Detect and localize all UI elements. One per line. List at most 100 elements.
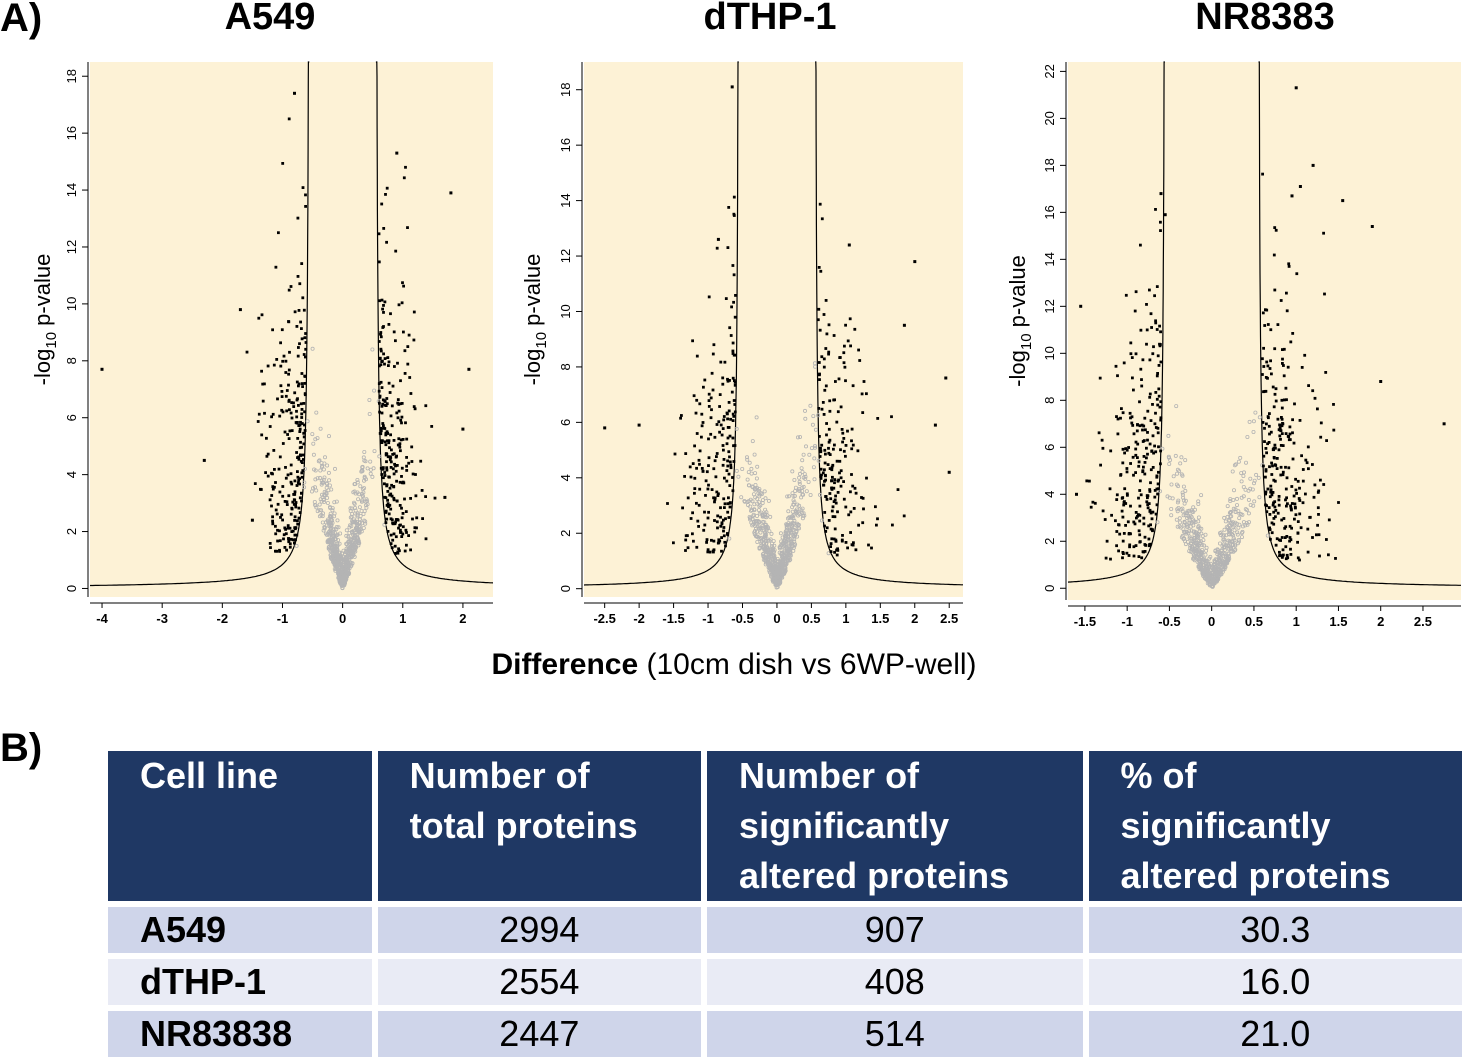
significant-point xyxy=(831,475,834,479)
nonsignificant-point xyxy=(1222,527,1227,532)
significant-point xyxy=(829,542,833,545)
significant-point xyxy=(719,515,722,519)
significant-point xyxy=(413,526,417,530)
significant-point xyxy=(1261,357,1264,361)
significant-point xyxy=(1285,553,1289,557)
nonsignificant-point xyxy=(788,553,793,558)
x-tick-label: 1 xyxy=(842,611,849,626)
significant-point xyxy=(380,202,384,206)
cell-total: 2994 xyxy=(377,907,702,953)
nonsignificant-point xyxy=(331,555,336,560)
nonsignificant-point xyxy=(1251,503,1256,508)
nonsignificant-point xyxy=(1183,498,1188,503)
nonsignificant-point xyxy=(322,475,327,480)
significant-point xyxy=(1146,503,1150,506)
significant-point xyxy=(728,455,731,459)
nonsignificant-point xyxy=(1183,488,1188,493)
significant-point xyxy=(1103,518,1107,521)
significant-point xyxy=(718,393,722,396)
significant-point xyxy=(719,360,723,364)
x-tick-label: 2.5 xyxy=(940,611,958,626)
significant-point xyxy=(1151,528,1154,531)
significant-point xyxy=(820,355,824,359)
significant-point xyxy=(256,420,260,423)
nonsignificant-point xyxy=(755,514,760,519)
significant-point xyxy=(695,398,699,402)
table-header-row: Cell line Number of total proteins Numbe… xyxy=(108,751,1462,901)
nonsignificant-point xyxy=(334,527,339,532)
nonsignificant-point xyxy=(1167,461,1172,466)
significant-point xyxy=(271,522,275,526)
nonsignificant-point xyxy=(326,470,331,475)
significant-point xyxy=(395,454,398,458)
significant-point xyxy=(270,494,274,497)
significant-point xyxy=(386,490,390,493)
significant-point xyxy=(1157,487,1160,491)
nonsignificant-point xyxy=(801,513,806,518)
significant-point xyxy=(1274,446,1277,450)
significant-point xyxy=(1141,428,1144,432)
significant-point xyxy=(386,356,390,359)
significant-point xyxy=(861,521,865,525)
significant-point xyxy=(1273,392,1277,396)
significant-point xyxy=(290,530,294,533)
nonsignificant-point xyxy=(337,541,342,546)
significant-point xyxy=(398,549,401,553)
significant-point xyxy=(1159,192,1163,196)
nonsignificant-point xyxy=(358,484,363,489)
significant-point xyxy=(393,522,397,526)
significant-point xyxy=(1273,456,1276,460)
significant-point xyxy=(1148,543,1151,546)
significant-point xyxy=(1268,432,1271,436)
nonsignificant-point xyxy=(766,565,771,570)
significant-point xyxy=(379,332,382,336)
significant-point xyxy=(385,483,389,487)
nonsignificant-point xyxy=(361,478,366,483)
nonsignificant-point xyxy=(363,519,368,524)
nonsignificant-point xyxy=(758,530,763,535)
nonsignificant-point xyxy=(1235,496,1240,501)
significant-point xyxy=(379,432,383,436)
significant-point xyxy=(245,350,249,354)
y-tick-label: 12 xyxy=(1042,299,1057,313)
significant-point xyxy=(260,313,264,317)
significant-point xyxy=(844,379,847,383)
significant-point xyxy=(387,512,391,516)
x-tick-label: 2 xyxy=(459,611,466,626)
significant-point xyxy=(260,433,264,437)
nonsignificant-point xyxy=(1204,545,1209,550)
significant-point xyxy=(300,475,304,479)
significant-point xyxy=(832,500,836,503)
significant-point xyxy=(853,486,857,490)
significant-point xyxy=(714,475,718,479)
nonsignificant-point xyxy=(1183,542,1188,547)
significant-point xyxy=(731,376,735,380)
nonsignificant-point xyxy=(363,521,368,526)
significant-point xyxy=(1286,434,1290,438)
significant-point xyxy=(297,309,301,312)
significant-point xyxy=(389,517,393,521)
y-tick-label: 10 xyxy=(1042,346,1057,360)
significant-point xyxy=(1142,522,1146,526)
significant-point xyxy=(1270,531,1274,535)
y-tick-label: 10 xyxy=(64,297,79,311)
nonsignificant-point xyxy=(1213,559,1218,564)
significant-point xyxy=(835,548,838,552)
significant-point xyxy=(1156,431,1160,435)
significant-point xyxy=(283,546,287,549)
nonsignificant-point xyxy=(1228,497,1233,502)
significant-point xyxy=(1098,376,1102,380)
significant-point xyxy=(856,449,860,453)
y-axis-title: -log10 p-value xyxy=(30,254,60,386)
significant-point xyxy=(1304,458,1308,462)
significant-point xyxy=(419,459,423,463)
significant-point xyxy=(1286,502,1289,506)
significant-point xyxy=(1264,389,1268,393)
significant-point xyxy=(1284,465,1287,469)
significant-point xyxy=(1267,506,1271,509)
significant-point xyxy=(300,408,304,411)
significant-point xyxy=(834,380,837,383)
significant-point xyxy=(396,401,400,405)
x-tick-label: -3 xyxy=(156,611,168,626)
nonsignificant-point xyxy=(382,522,387,527)
